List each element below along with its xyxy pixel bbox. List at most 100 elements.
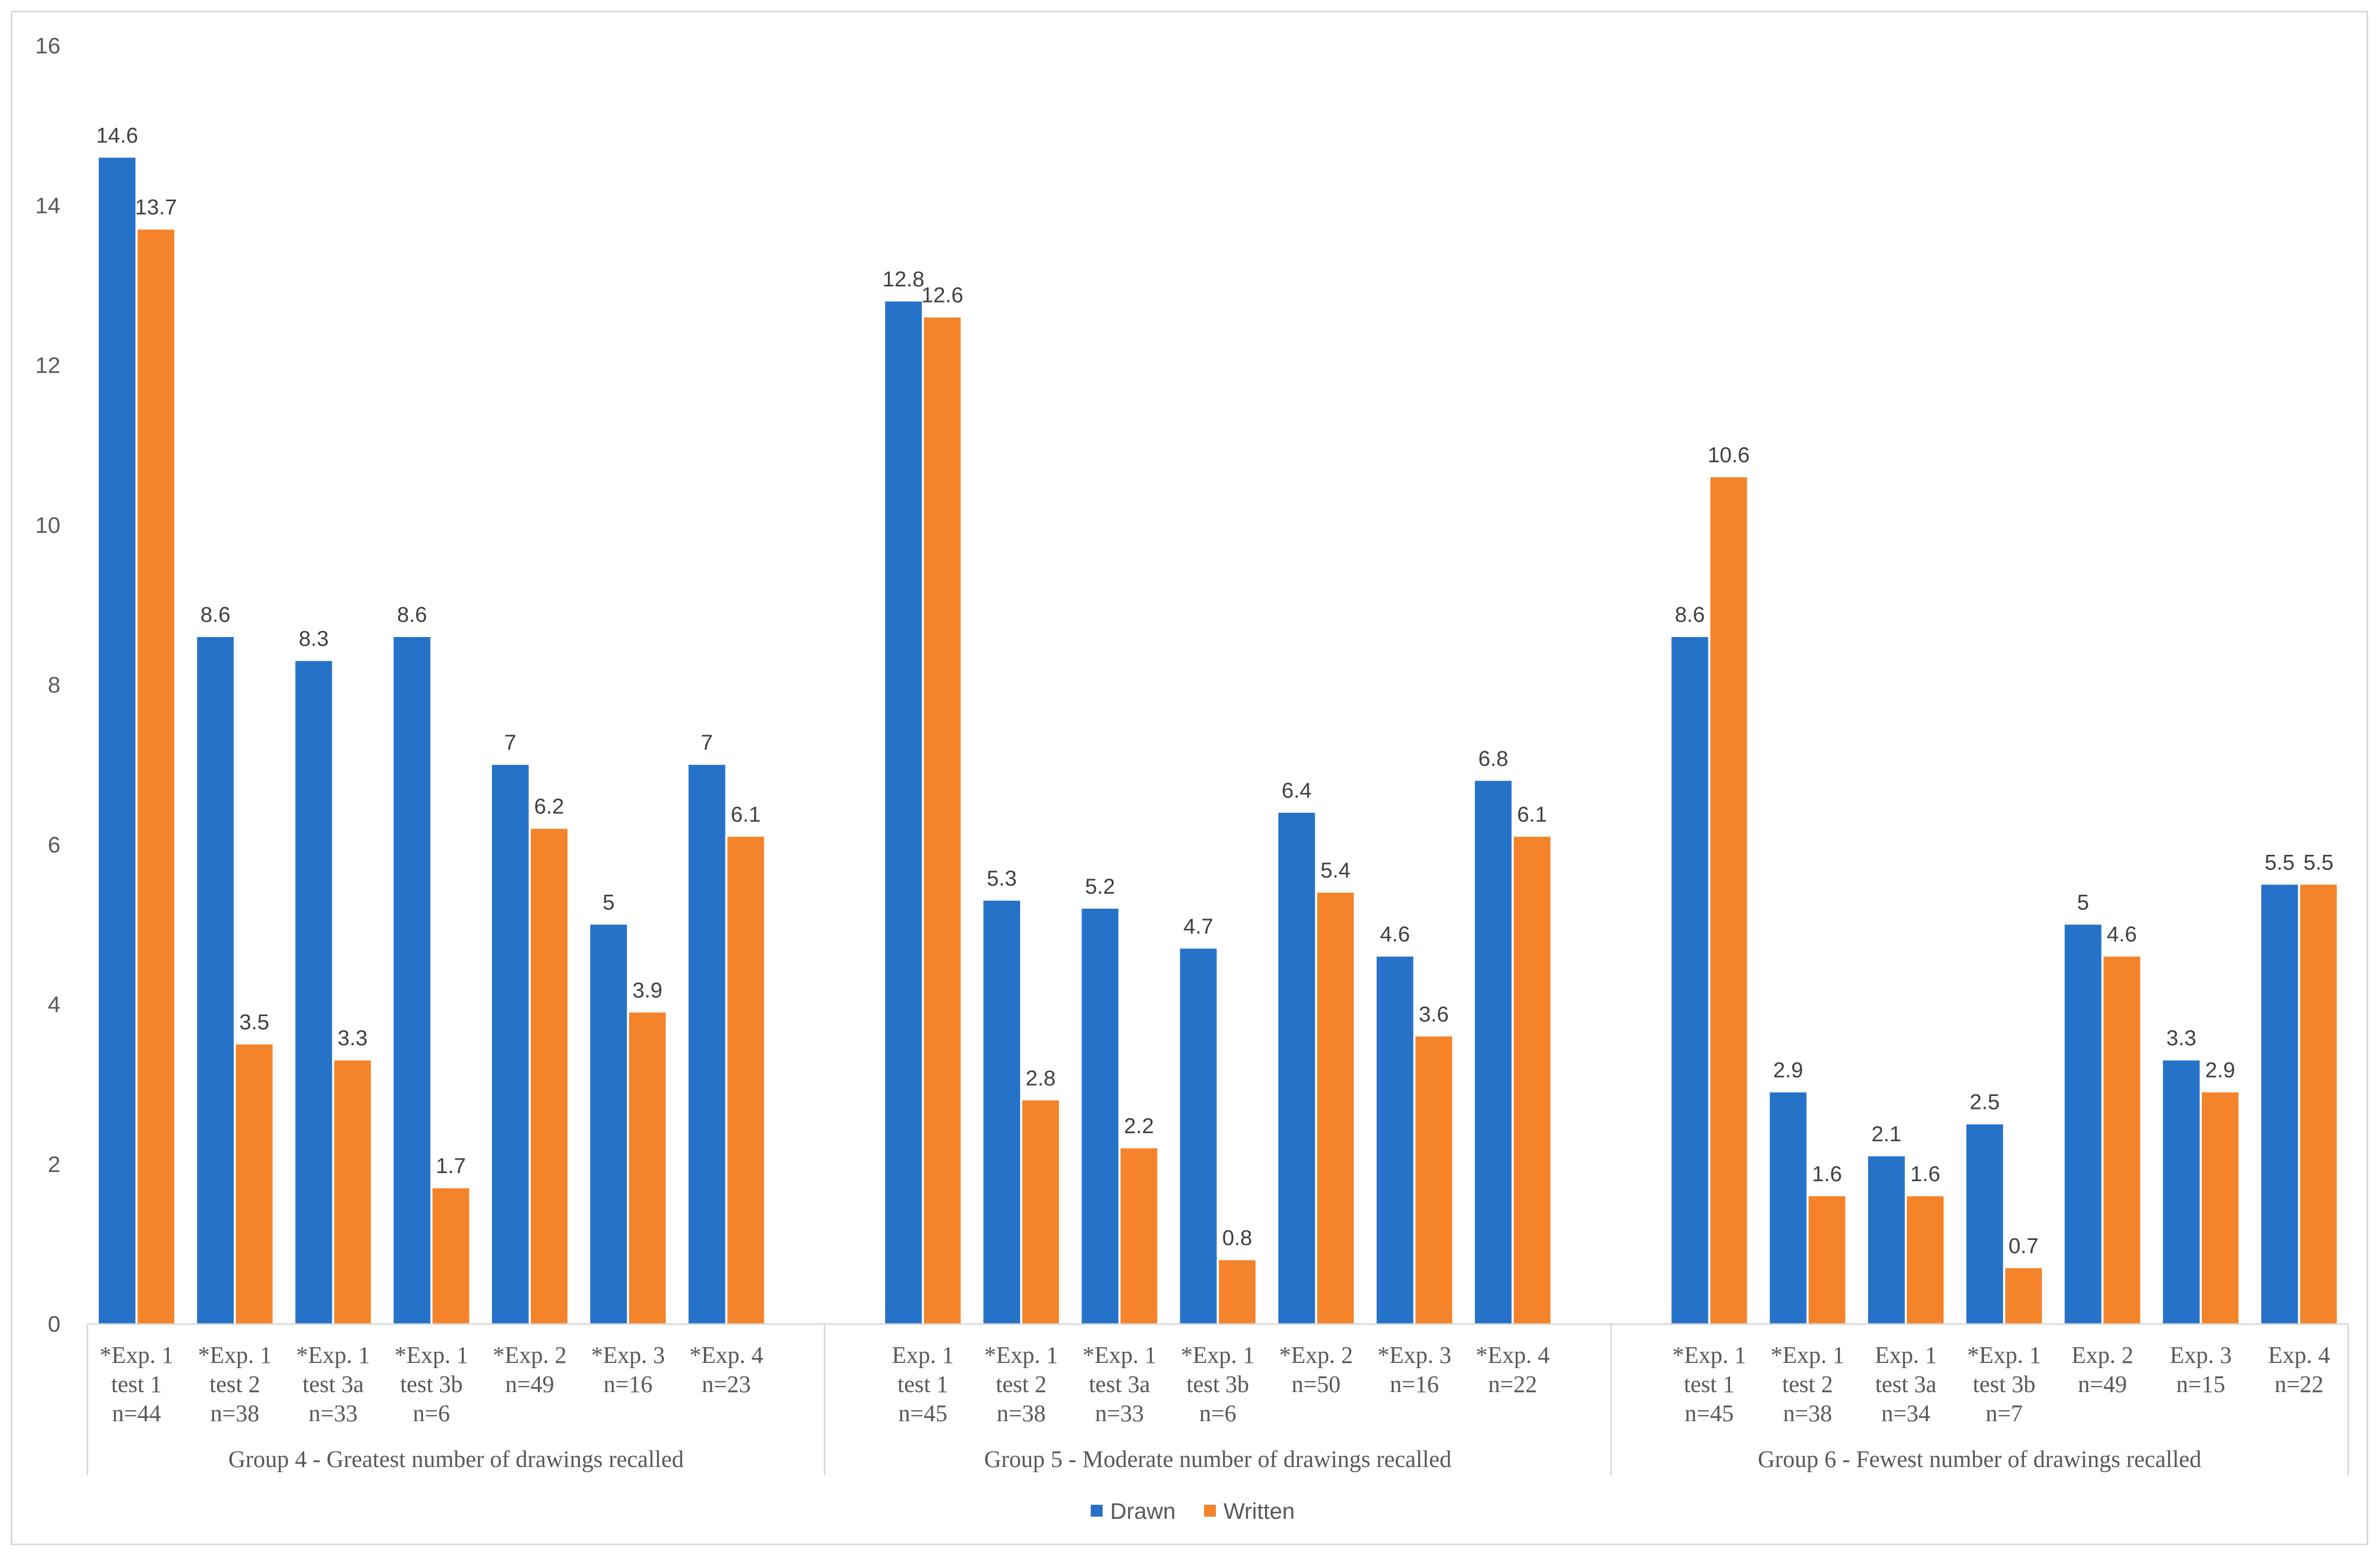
category-label: test 3b	[400, 1371, 463, 1397]
data-label-written: 10.6	[1708, 443, 1750, 467]
category-label: test 3a	[303, 1371, 364, 1397]
category-label: n=44	[112, 1400, 161, 1427]
category-label: test 1	[1684, 1371, 1735, 1397]
category-label: *Exp. 1	[1967, 1342, 2041, 1368]
bar-written	[530, 828, 567, 1324]
data-label-written: 4.6	[2107, 923, 2137, 947]
data-label-written: 2.9	[2205, 1058, 2235, 1082]
category-label: n=16	[1390, 1371, 1439, 1397]
legend-label-drawn: Drawn	[1110, 1498, 1175, 1524]
data-label-written: 2.2	[1124, 1114, 1154, 1138]
data-label-drawn: 14.6	[96, 124, 138, 147]
data-label-drawn: 6.8	[1478, 747, 1508, 771]
bar-drawn	[1868, 1156, 1905, 1324]
data-label-drawn: 6.4	[1282, 779, 1312, 803]
bar-drawn	[885, 301, 922, 1324]
y-tick-label: 2	[48, 1151, 60, 1177]
category-label: n=15	[2176, 1371, 2225, 1397]
category-label: *Exp. 3	[1377, 1342, 1451, 1368]
bar-written	[1219, 1260, 1256, 1324]
bar-written	[1317, 893, 1354, 1324]
bar-written	[1120, 1148, 1158, 1324]
bar-written	[2201, 1092, 2239, 1324]
data-label-drawn: 4.7	[1184, 915, 1214, 938]
bar-written	[138, 229, 175, 1324]
data-label-written: 3.3	[338, 1026, 368, 1050]
data-label-drawn: 2.1	[1871, 1122, 1902, 1146]
data-label-drawn: 8.3	[299, 627, 329, 651]
category-label: test 3b	[1973, 1371, 2035, 1397]
category-label: *Exp. 1	[296, 1342, 370, 1368]
data-label-drawn: 8.6	[1675, 603, 1705, 627]
bar-written	[2005, 1268, 2042, 1324]
category-label: *Exp. 1	[984, 1342, 1058, 1368]
y-tick-label: 12	[35, 353, 60, 378]
category-label: Exp. 1	[892, 1342, 954, 1368]
data-label-written: 6.1	[731, 803, 761, 826]
bar-written	[1907, 1196, 1944, 1324]
bar-drawn	[393, 637, 430, 1324]
bar-drawn	[983, 900, 1021, 1324]
data-label-written: 12.6	[921, 284, 963, 307]
data-label-drawn: 8.6	[201, 603, 231, 627]
category-label: n=16	[604, 1371, 653, 1397]
bar-written	[432, 1188, 469, 1324]
category-label: *Exp. 1	[1770, 1342, 1844, 1368]
bar-written	[1022, 1100, 1059, 1324]
y-tick-label: 16	[35, 33, 60, 58]
bar-written	[629, 1012, 666, 1324]
category-label: n=22	[1488, 1371, 1537, 1397]
data-label-written: 3.9	[632, 978, 662, 1002]
bar-drawn	[1671, 637, 1708, 1324]
data-labels: 14.6 13.7 8.6 3.5 8.3 3.3 8.6 1.7 7 6.2 5 3.9 7 6.1 12…	[96, 124, 2334, 1258]
category-label: test 2	[996, 1371, 1047, 1397]
bar-drawn	[1278, 813, 1315, 1324]
bars	[99, 157, 2337, 1324]
category-label: Exp. 1	[1875, 1342, 1937, 1368]
category-label: test 2	[1782, 1371, 1833, 1397]
data-label-written: 3.6	[1419, 1003, 1449, 1026]
bar-drawn	[295, 661, 332, 1324]
category-label: test 3a	[1875, 1371, 1937, 1397]
y-tick-label: 0	[48, 1311, 60, 1336]
category-label: *Exp. 2	[493, 1342, 567, 1368]
category-label: n=33	[309, 1400, 358, 1427]
data-label-written: 13.7	[135, 196, 177, 220]
data-label-drawn: 5	[2077, 890, 2089, 914]
data-label-drawn: 5.2	[1085, 875, 1115, 899]
category-label: n=38	[210, 1400, 259, 1427]
data-label-written: 3.5	[240, 1011, 270, 1034]
bar-written	[1808, 1196, 1845, 1324]
data-label-written: 5.4	[1321, 859, 1351, 882]
data-label-drawn: 7	[701, 731, 713, 755]
category-label: n=38	[997, 1400, 1046, 1427]
data-label-written: 1.6	[1812, 1162, 1842, 1186]
bar-written	[236, 1044, 273, 1324]
y-axis: 0 2 4 6 8 10 12 14 16	[35, 33, 60, 1336]
category-label: *Exp. 1	[198, 1342, 272, 1368]
bar-drawn	[1769, 1092, 1807, 1324]
category-label: Exp. 4	[2268, 1342, 2330, 1368]
category-label: n=49	[2078, 1371, 2127, 1397]
data-label-drawn: 4.6	[1380, 923, 1410, 947]
bar-written	[2103, 956, 2140, 1324]
legend-label-written: Written	[1223, 1498, 1295, 1524]
data-label-written: 2.8	[1025, 1066, 1056, 1090]
bar-drawn	[1376, 956, 1413, 1324]
data-label-written: 5.5	[2303, 851, 2334, 874]
category-label: n=50	[1291, 1371, 1341, 1397]
bar-drawn	[590, 924, 627, 1324]
legend-swatch-drawn	[1091, 1505, 1103, 1517]
category-label: Exp. 2	[2071, 1342, 2133, 1368]
bar-drawn	[2163, 1060, 2200, 1324]
bar-drawn	[197, 637, 234, 1324]
category-label: *Exp. 1	[1672, 1342, 1746, 1368]
data-label-written: 6.1	[1517, 803, 1547, 826]
category-label: *Exp. 1	[100, 1342, 174, 1368]
y-tick-label: 14	[35, 193, 60, 218]
category-label: *Exp. 4	[689, 1342, 763, 1368]
category-label: n=22	[2274, 1371, 2323, 1397]
bar-written	[924, 317, 961, 1324]
data-label-drawn: 5.5	[2265, 851, 2295, 874]
